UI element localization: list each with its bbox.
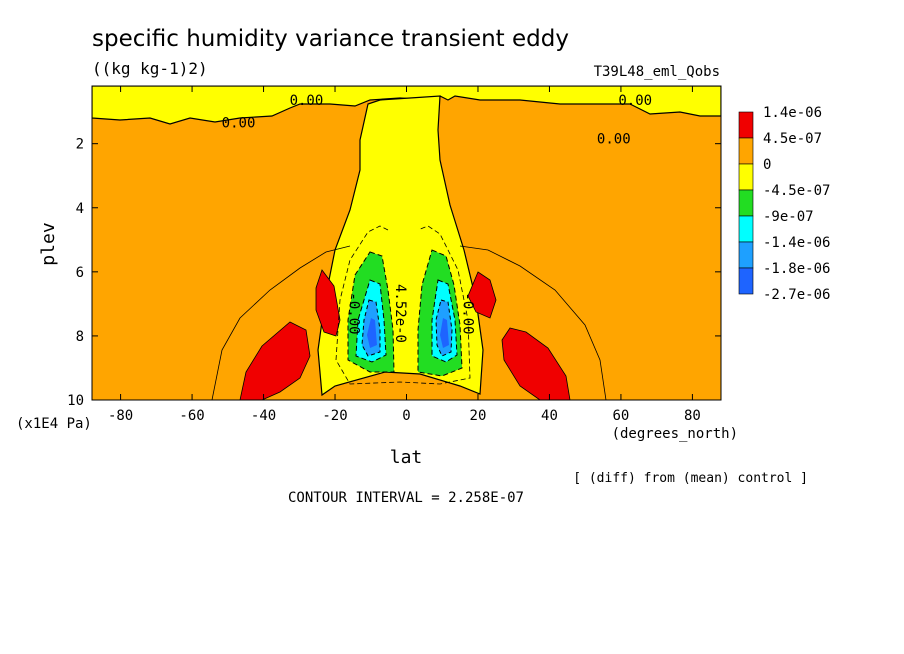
x-axis-label: lat: [390, 447, 423, 468]
contour-label: -0.00: [460, 292, 476, 334]
legend-label: 0: [763, 157, 771, 173]
legend-label: 1.4e-06: [763, 105, 822, 121]
y-axis-label: plev: [38, 222, 59, 265]
legend-swatch: [738, 137, 754, 165]
x-tick-label: 60: [613, 408, 630, 424]
contour-label: -0.00: [345, 292, 361, 334]
legend-label: -4.5e-07: [763, 183, 830, 199]
legend-swatch: [738, 267, 754, 295]
legend-swatch: [738, 189, 754, 217]
x-tick-label: 20: [470, 408, 487, 424]
contour-label: 4.52e-0: [392, 284, 408, 343]
y-tick-label: 10: [67, 393, 84, 409]
color-legend: 1.4e-06 4.5e-07 0 -4.5e-07 -9e-07 -1.4e-06 -1.…: [738, 105, 830, 303]
x-axis-units: (degrees_north): [612, 426, 738, 442]
field-red-left-lower: [239, 321, 311, 400]
y-tick-label: 4: [76, 201, 84, 217]
legend-label: 4.5e-07: [763, 131, 822, 147]
field-deepblue-left: [367, 318, 377, 348]
y-tick-label: 6: [76, 265, 84, 281]
y-axis: 2 4 6 8 10: [67, 137, 721, 409]
x-tick-label: 40: [541, 408, 558, 424]
run-label: T39L48_eml_Qobs: [594, 64, 720, 80]
x-axis: -80 -60 -40 -20 0 20 40 60 80: [108, 86, 701, 424]
x-tick-label: -20: [322, 408, 347, 424]
contour-line-dashed-column: [335, 225, 471, 385]
y-tick-label: 8: [76, 329, 84, 345]
legend-swatch: [738, 215, 754, 243]
legend-label: -2.7e-06: [763, 287, 830, 303]
chart-title: specific humidity variance transient edd…: [92, 26, 569, 52]
contour-interval: CONTOUR INTERVAL = 2.258E-07: [288, 490, 524, 506]
units-label: ((kg kg-1)2): [92, 59, 208, 78]
legend-label: -9e-07: [763, 209, 814, 225]
contour-label: 0.00: [222, 116, 256, 132]
x-tick-label: -60: [179, 408, 204, 424]
diff-note: [ (diff) from (mean) control ]: [573, 471, 808, 486]
x-tick-label: -80: [108, 408, 133, 424]
contour-label: 0.00: [597, 132, 631, 148]
field-red-right-lower: [501, 327, 571, 400]
x-tick-label: 80: [684, 408, 701, 424]
contour-labels: 0.00 0.00 0.00 0.00 4.52e-0 -0.00 -0.00: [222, 93, 652, 343]
legend-swatch: [738, 163, 754, 191]
y-axis-units: (x1E4 Pa): [16, 416, 92, 432]
contour-line-outer-left: [211, 245, 351, 400]
legend-label: -1.8e-06: [763, 261, 830, 277]
contour-label: 0.00: [290, 93, 324, 109]
contour-line-outer-right: [459, 245, 607, 400]
field-red-right-upper: [467, 271, 497, 319]
x-tick-label: -40: [251, 408, 276, 424]
y-tick-label: 2: [76, 137, 84, 153]
contour-field: [92, 86, 721, 400]
legend-label: -1.4e-06: [763, 235, 830, 251]
x-tick-label: 0: [402, 408, 410, 424]
contour-label: 0.00: [618, 93, 652, 109]
legend-swatch: [738, 241, 754, 269]
field-red-left-upper: [315, 269, 341, 337]
field-deepblue-right: [440, 318, 449, 348]
legend-swatch: [738, 111, 754, 139]
